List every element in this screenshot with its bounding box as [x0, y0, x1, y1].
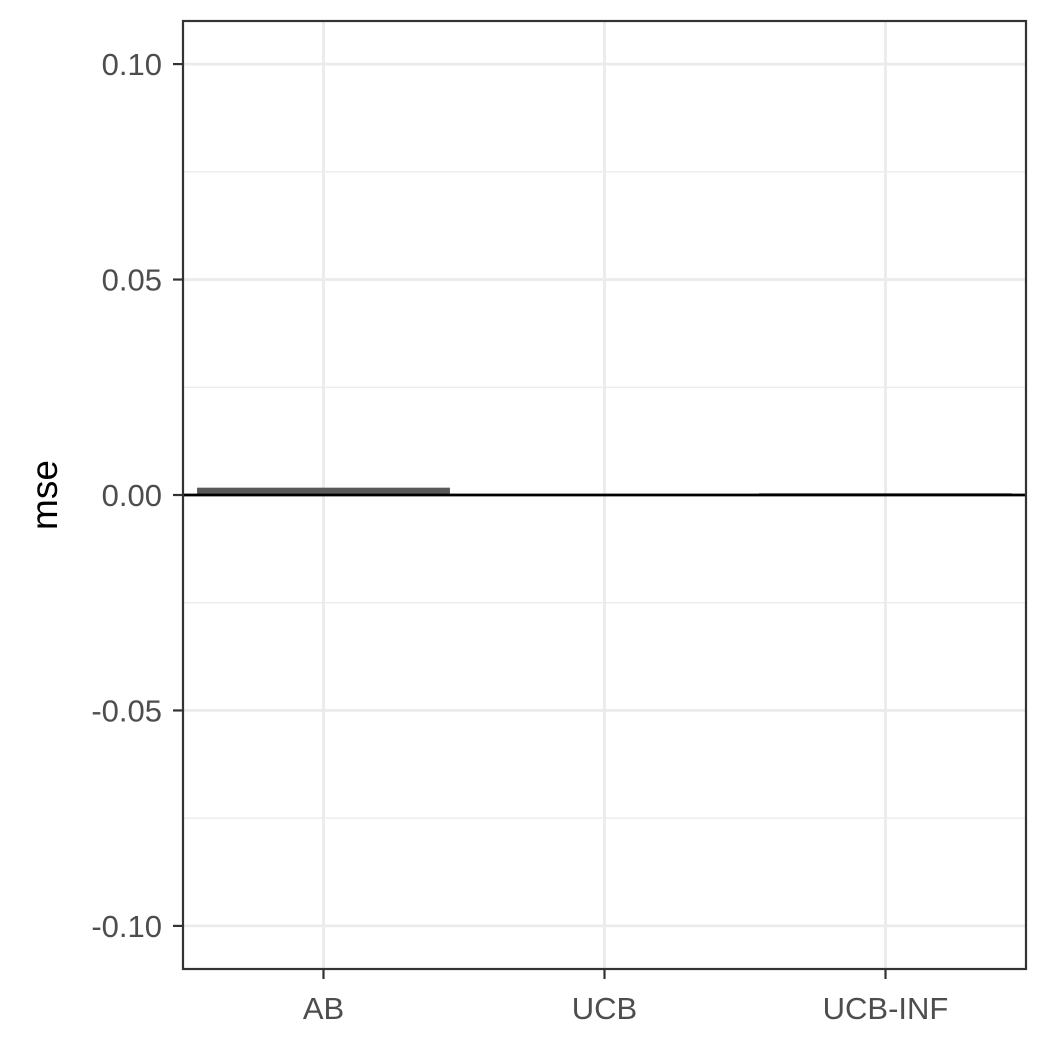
x-axis: AB UCB UCB-INF [303, 969, 949, 1026]
y-tick-label: 0.05 [102, 263, 162, 298]
bar-ab [197, 487, 450, 495]
y-tick-label: 0.10 [102, 47, 162, 82]
x-tick-label: UCB-INF [823, 991, 949, 1026]
y-tick-label: -0.10 [91, 909, 162, 944]
x-tick-label: UCB [572, 991, 637, 1026]
x-tick-label: AB [303, 991, 344, 1026]
y-axis-title: mse [24, 460, 65, 530]
y-tick-label: 0.00 [102, 478, 162, 513]
y-tick-label: -0.05 [91, 693, 162, 728]
y-axis: 0.10 0.05 0.00 -0.05 -0.10 [91, 47, 183, 944]
